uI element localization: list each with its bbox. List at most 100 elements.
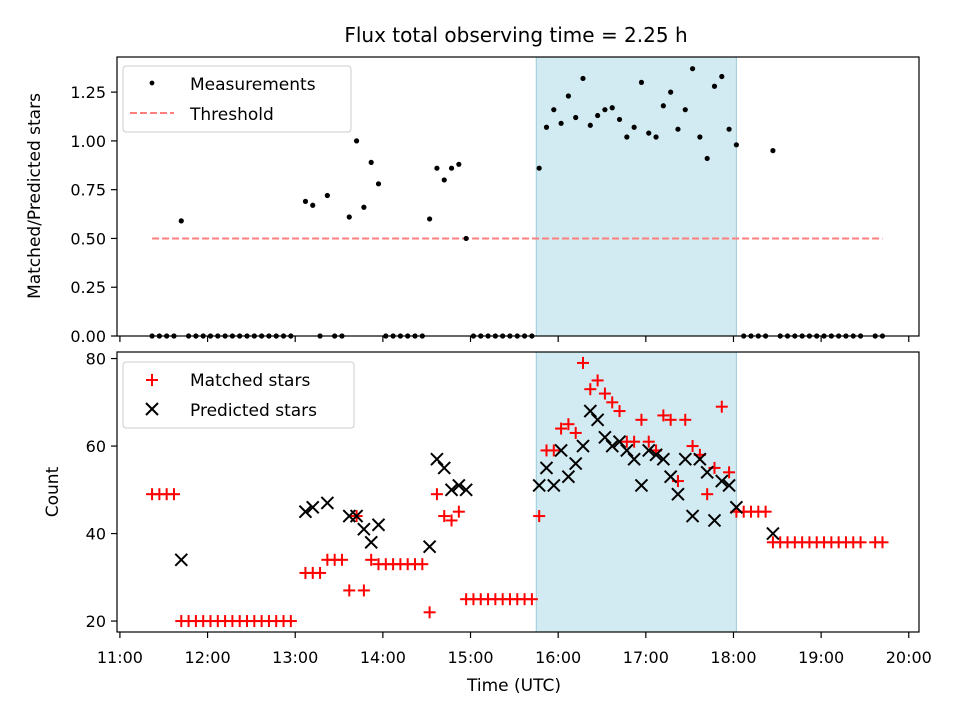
top-y-tick-label: 0.00 xyxy=(70,327,106,346)
matched-star-point xyxy=(555,422,568,435)
predicted-star-point xyxy=(422,539,437,554)
predicted-star-point xyxy=(766,526,780,541)
x-tick-label: 16:00 xyxy=(535,648,581,667)
x-tick-label: 12:00 xyxy=(185,648,231,667)
matched-star-point xyxy=(701,488,714,501)
x-tick-label: 14:00 xyxy=(360,648,406,667)
predicted-star-point xyxy=(656,452,671,466)
matched-star-point xyxy=(715,400,728,413)
predicted-star-point xyxy=(430,452,444,466)
predicted-star-point xyxy=(590,413,605,427)
x-tick-label: 13:00 xyxy=(272,648,318,667)
measurement-point xyxy=(375,181,382,187)
predicted-star-point xyxy=(371,518,386,532)
predicted-star-point xyxy=(452,478,466,493)
legend-predicted-marker xyxy=(145,402,159,416)
top-y-tick-label: 0.25 xyxy=(70,278,106,297)
bottom-y-tick-label: 40 xyxy=(86,525,106,544)
measurement-point xyxy=(368,159,374,165)
legend-predicted-label: Predicted stars xyxy=(190,401,317,421)
measurement-point xyxy=(310,202,316,208)
measurement-point xyxy=(733,142,739,148)
measurement-point xyxy=(616,116,623,123)
matched-star-point xyxy=(598,387,611,400)
measurement-point xyxy=(595,112,601,119)
measurement-point xyxy=(719,73,725,80)
measurement-point xyxy=(324,192,330,199)
predicted-star-point xyxy=(576,439,590,453)
matched-star-point xyxy=(525,593,538,606)
measurement-point xyxy=(653,134,659,140)
measurement-point xyxy=(609,105,615,111)
predicted-star-point xyxy=(547,478,561,493)
measurement-point xyxy=(456,161,462,167)
measurement-point xyxy=(711,83,718,89)
measurement-point xyxy=(631,124,637,130)
legend-matched-label: Matched stars xyxy=(190,371,310,391)
predicted-star-point xyxy=(722,478,736,493)
matched-star-point xyxy=(854,536,867,549)
matched-star-point xyxy=(723,466,736,479)
legend-threshold-label: Threshold xyxy=(189,105,274,125)
predicted-star-point xyxy=(620,443,634,458)
matched-star-point xyxy=(686,440,699,453)
matched-star-point xyxy=(628,435,641,448)
predicted-star-point xyxy=(700,465,714,480)
measurement-point xyxy=(346,214,352,220)
matched-star-point xyxy=(569,426,582,439)
top-y-tick-label: 0.50 xyxy=(70,229,106,248)
predicted-star-point xyxy=(715,474,729,488)
legend-matched-marker xyxy=(146,374,158,386)
matched-star-point xyxy=(430,488,443,501)
measurement-point xyxy=(675,126,681,132)
matched-star-point xyxy=(664,413,677,426)
predicted-star-point xyxy=(561,469,576,484)
measurement-point xyxy=(704,155,710,162)
matched-star-point xyxy=(423,606,436,619)
predicted-star-point xyxy=(671,487,685,501)
predicted-star-point xyxy=(707,513,722,528)
x-tick-label: 20:00 xyxy=(886,648,932,667)
predicted-star-point xyxy=(298,504,313,519)
matched-star-point xyxy=(876,536,889,549)
measurement-point xyxy=(536,165,542,171)
measurement-point xyxy=(427,216,433,222)
x-tick-label: 11:00 xyxy=(97,648,143,667)
predicted-star-point xyxy=(437,461,451,475)
predicted-star-point xyxy=(357,522,371,536)
predicted-star-point xyxy=(532,478,546,493)
measurement-point xyxy=(587,122,593,128)
measurement-point xyxy=(668,89,674,95)
x-tick-label: 19:00 xyxy=(798,648,844,667)
legend-measurements-label: Measurements xyxy=(190,75,316,95)
x-tick-label: 18:00 xyxy=(710,648,756,667)
bottom-y-tick-label: 60 xyxy=(86,437,106,456)
measurement-point xyxy=(580,75,586,82)
predicted-star-point xyxy=(729,500,744,515)
predicted-star-point xyxy=(649,448,663,462)
matched-star-point xyxy=(635,413,648,426)
predicted-star-point xyxy=(554,443,568,458)
predicted-star-point xyxy=(583,404,598,418)
matched-star-point xyxy=(679,413,692,426)
bottom-y-axis-label: Count xyxy=(43,466,63,517)
matched-star-point xyxy=(606,396,619,409)
matched-star-point xyxy=(642,435,655,448)
matched-star-point xyxy=(335,553,348,566)
measurement-point xyxy=(463,235,469,242)
predicted-star-point xyxy=(349,509,364,523)
matched-star-point xyxy=(167,488,180,501)
top-legend: Measurements Threshold xyxy=(122,65,352,133)
top-y-tick-label: 1.00 xyxy=(70,132,106,151)
matched-star-point xyxy=(657,409,670,422)
predicted-star-point xyxy=(598,430,612,445)
predicted-star-point xyxy=(663,469,678,484)
matched-star-point xyxy=(613,405,626,418)
measurement-point xyxy=(551,107,557,113)
matched-star-point xyxy=(438,510,451,523)
predicted-star-point xyxy=(174,553,188,567)
matched-star-point xyxy=(365,553,378,566)
predicted-star-point xyxy=(444,483,459,497)
measurement-point xyxy=(353,138,360,144)
